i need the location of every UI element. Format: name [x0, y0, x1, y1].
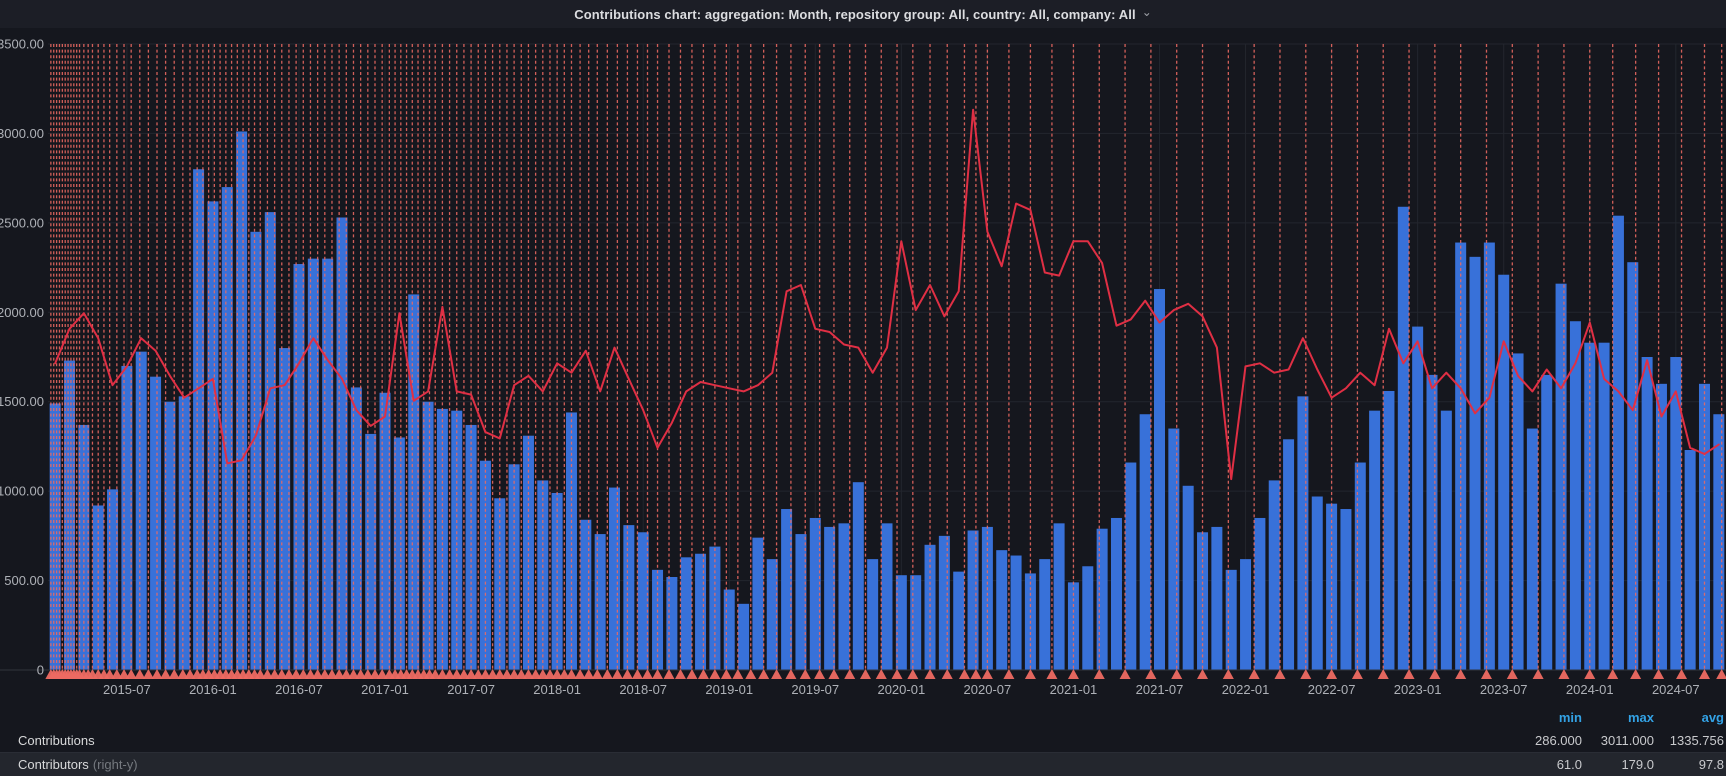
- stat-min-contributors: 61.0: [1556, 757, 1582, 772]
- stat-avg-contributions: 1335.756: [1669, 732, 1724, 748]
- svg-text:2024-07: 2024-07: [1652, 682, 1700, 697]
- svg-text:2017-07: 2017-07: [447, 682, 495, 697]
- stat-header-min[interactable]: min: [1558, 709, 1582, 725]
- svg-text:3500.00: 3500.00: [0, 37, 44, 52]
- legend: min max avg Contributions 286.000 3011.0…: [0, 706, 1726, 776]
- svg-text:2000.00: 2000.00: [0, 305, 44, 320]
- stat-max-contributors: 179.0: [1621, 757, 1654, 772]
- stat-avg-contributors: 97.8: [1698, 757, 1724, 772]
- chart-canvas[interactable]: 3500.00 3000.00 2500.00 2000.00 1500.00 1000.…: [0, 0, 1726, 706]
- svg-text:2022-01: 2022-01: [1222, 682, 1270, 697]
- svg-text:2016-01: 2016-01: [189, 682, 237, 697]
- svg-text:2019-07: 2019-07: [791, 682, 839, 697]
- stat-min-contributions: 286.000: [1535, 732, 1582, 748]
- bar-series-contributions[interactable]: [49, 131, 1725, 671]
- stat-max-contributions: 3011.000: [1600, 732, 1654, 748]
- annotation-triangle-markers[interactable]: [45, 669, 1726, 679]
- svg-text:3000.00: 3000.00: [0, 126, 44, 141]
- svg-text:2023-07: 2023-07: [1480, 682, 1528, 697]
- svg-text:2018-01: 2018-01: [533, 682, 581, 697]
- svg-text:1000.00: 1000.00: [0, 484, 44, 499]
- legend-row-contributors[interactable]: Contributors (right-y) 61.0 179.0 97.8: [0, 752, 1726, 776]
- svg-text:2024-01: 2024-01: [1566, 682, 1614, 697]
- legend-stats-header: min max avg: [0, 706, 1726, 728]
- svg-text:2021-07: 2021-07: [1136, 682, 1184, 697]
- stat-header-max[interactable]: max: [1627, 709, 1654, 725]
- svg-text:2015-07: 2015-07: [103, 682, 151, 697]
- series-label-contributions[interactable]: Contributions: [18, 732, 95, 748]
- panel-title[interactable]: Contributions chart: aggregation: Month,…: [574, 6, 1136, 22]
- svg-text:2500.00: 2500.00: [0, 215, 44, 230]
- svg-text:500.00: 500.00: [4, 573, 44, 588]
- legend-row-contributions[interactable]: Contributions 286.000 3011.000 1335.756: [0, 728, 1726, 752]
- chevron-down-icon[interactable]: ⌄: [1141, 5, 1152, 19]
- svg-text:2023-01: 2023-01: [1394, 682, 1442, 697]
- panel-header[interactable]: Contributions chart: aggregation: Month,…: [0, 0, 1726, 28]
- y-axis-labels: 3500.00 3000.00 2500.00 2000.00 1500.00 1000.…: [0, 37, 44, 678]
- series-axis-note-right-y: (right-y): [92, 757, 138, 772]
- x-axis-labels: 2015-07 2016-01 2016-07 2017-01 2017-07 2018-…: [103, 682, 1700, 697]
- svg-text:1500.00: 1500.00: [0, 394, 44, 409]
- series-label-contributors[interactable]: Contributors: [18, 757, 89, 772]
- svg-text:2022-07: 2022-07: [1308, 682, 1356, 697]
- svg-text:2021-01: 2021-01: [1050, 682, 1098, 697]
- svg-text:2017-01: 2017-01: [361, 682, 409, 697]
- svg-text:0: 0: [37, 663, 44, 678]
- svg-text:2020-01: 2020-01: [877, 682, 925, 697]
- svg-text:2016-07: 2016-07: [275, 682, 323, 697]
- line-series-contributors: [54, 108, 1720, 481]
- svg-text:2019-01: 2019-01: [705, 682, 753, 697]
- annotation-lines: [50, 44, 1723, 670]
- stat-header-avg[interactable]: avg: [1701, 709, 1724, 725]
- svg-text:2020-07: 2020-07: [964, 682, 1012, 697]
- svg-text:2018-07: 2018-07: [619, 682, 667, 697]
